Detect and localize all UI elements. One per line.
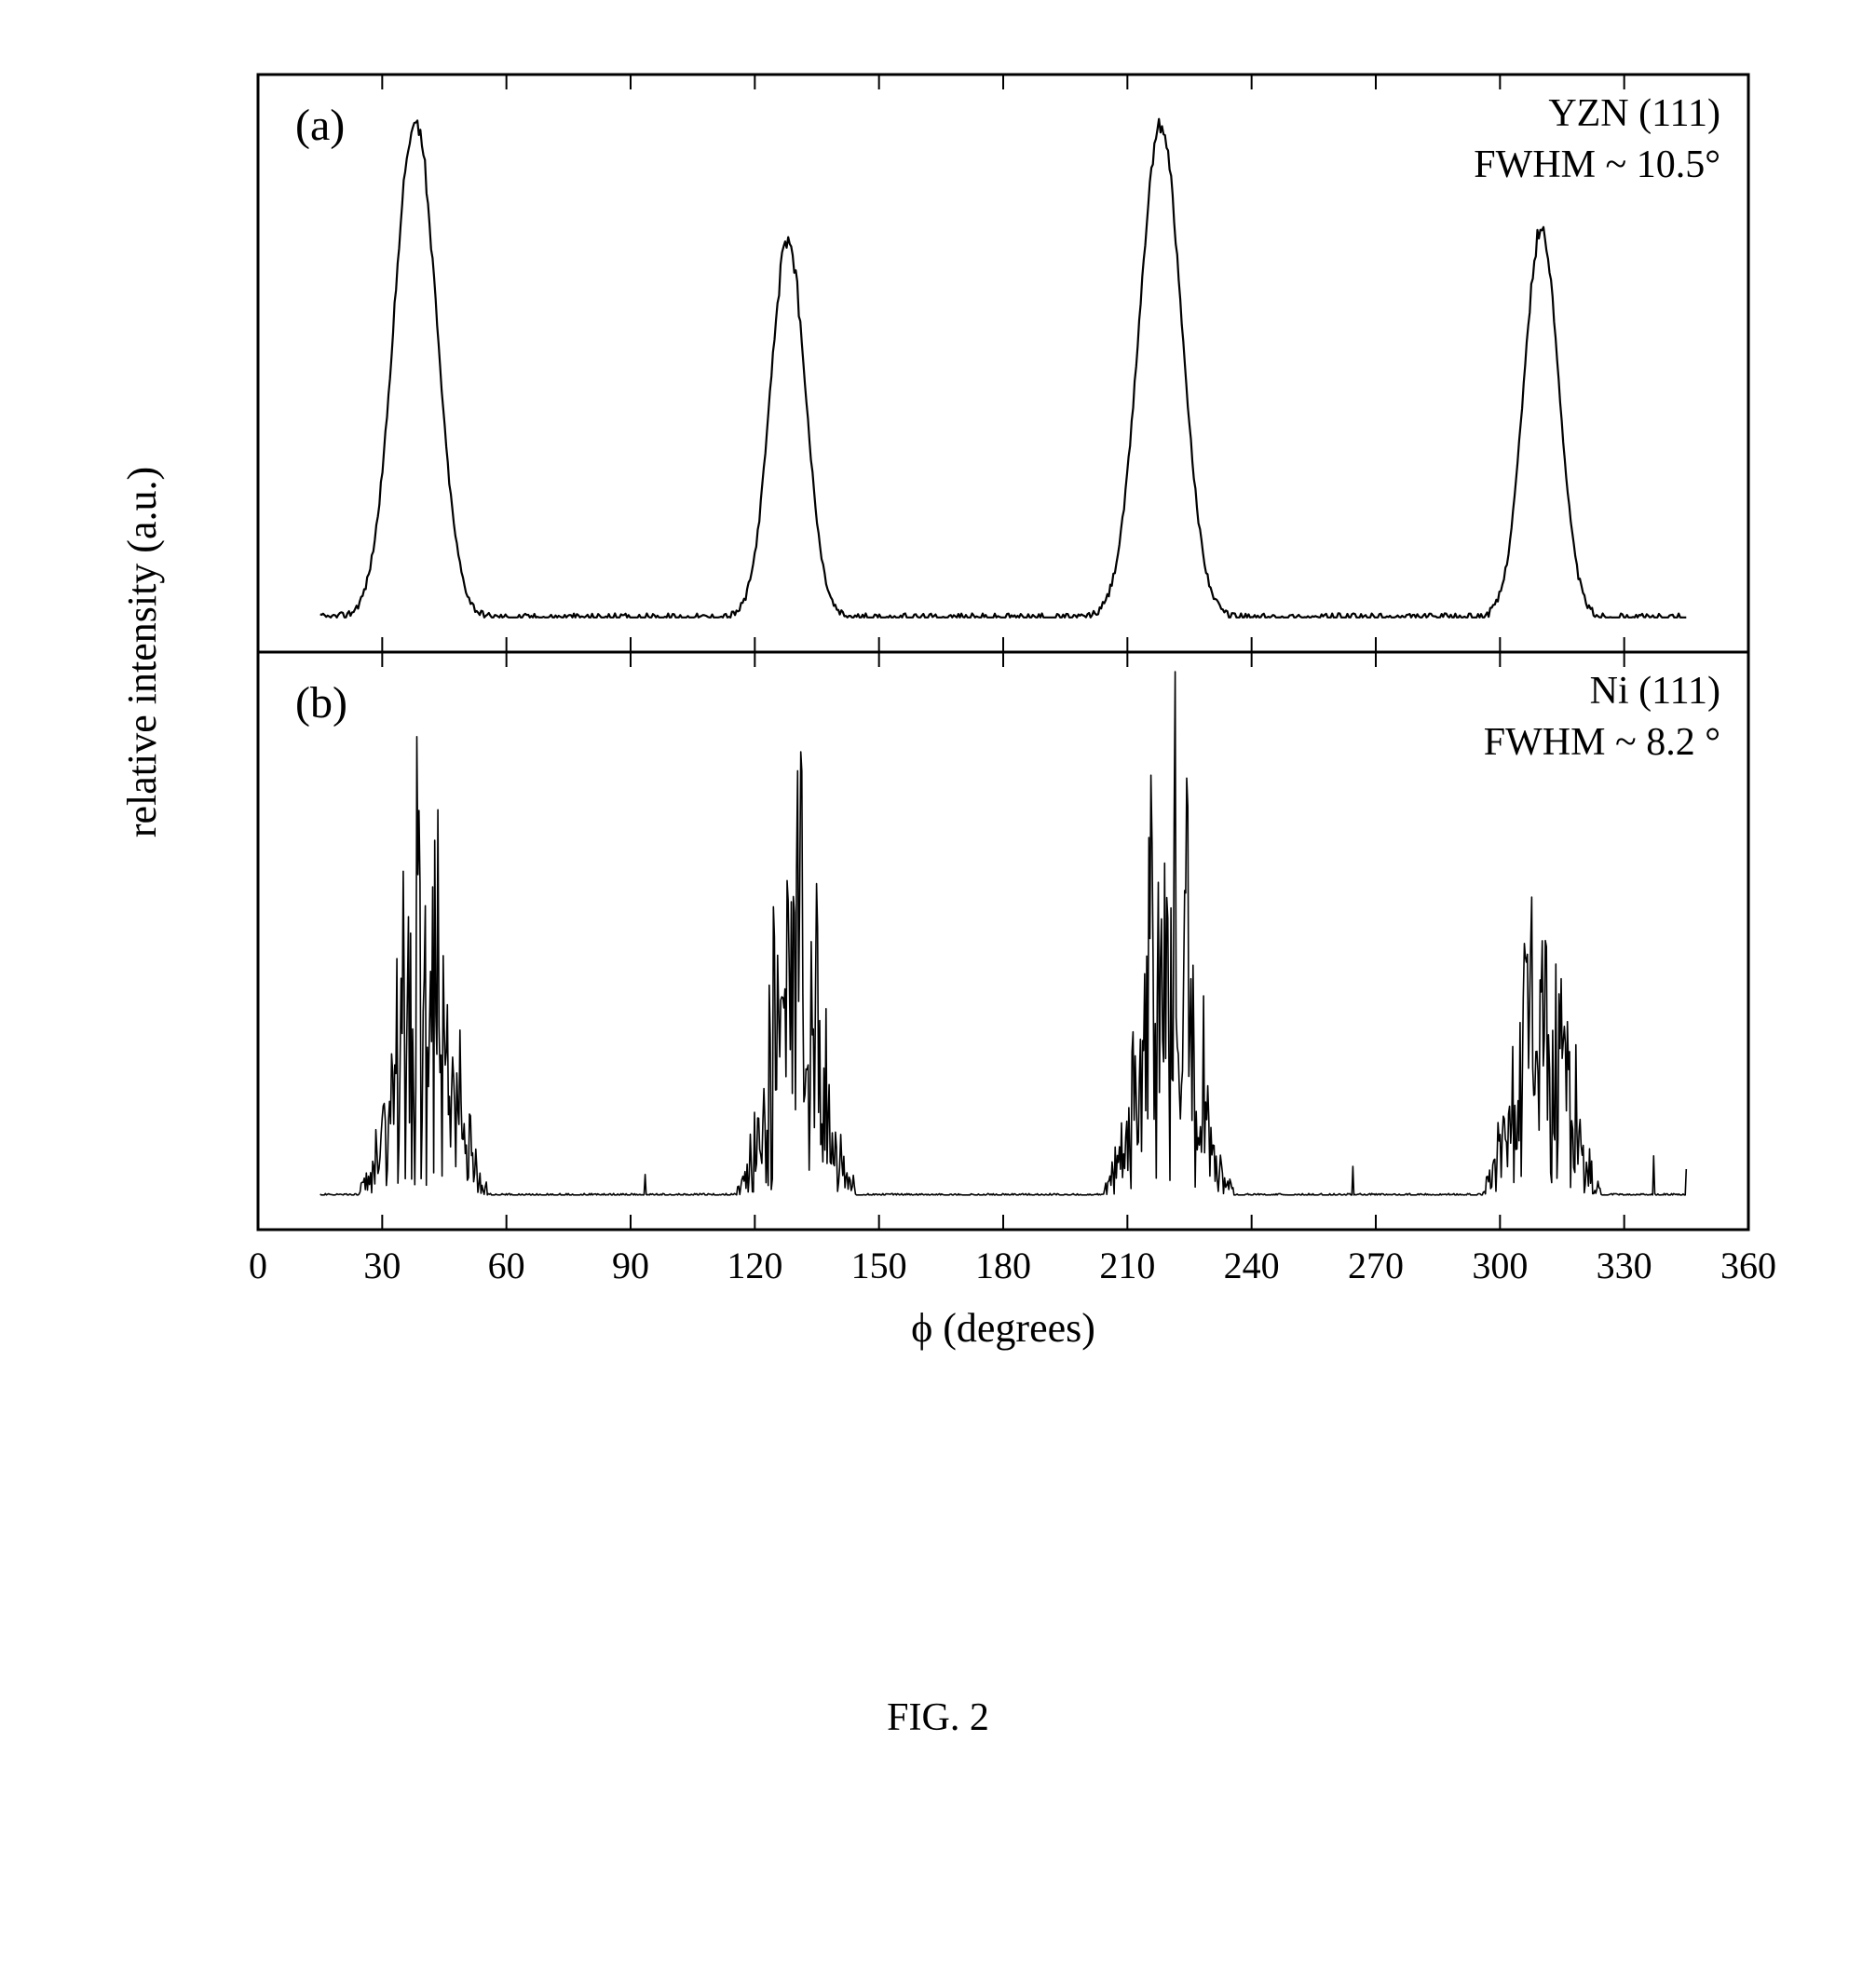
svg-text:90: 90 xyxy=(612,1245,649,1286)
figure-container: 0 30 60 90 120 150 180 210 240 270 300 330 360 ϕ (deg… xyxy=(53,37,1823,1740)
svg-text:(a): (a) xyxy=(295,101,345,150)
svg-text:FWHM ~ 10.5°: FWHM ~ 10.5° xyxy=(1474,143,1720,186)
svg-text:relative intensity (a.u.): relative intensity (a.u.) xyxy=(119,467,165,837)
svg-text:Ni (111): Ni (111) xyxy=(1590,670,1720,713)
svg-text:240: 240 xyxy=(1224,1245,1280,1286)
svg-text:ϕ (degrees): ϕ (degrees) xyxy=(911,1305,1095,1351)
svg-text:30: 30 xyxy=(363,1245,401,1286)
xrd-phi-scan-chart: 0 30 60 90 120 150 180 210 240 270 300 330 360 ϕ (deg… xyxy=(53,37,1823,1435)
svg-text:(b): (b) xyxy=(295,678,347,728)
svg-text:120: 120 xyxy=(727,1245,782,1286)
svg-text:210: 210 xyxy=(1099,1245,1155,1286)
svg-text:360: 360 xyxy=(1720,1245,1776,1286)
svg-text:270: 270 xyxy=(1348,1245,1404,1286)
svg-text:180: 180 xyxy=(975,1245,1031,1286)
figure-caption: FIG. 2 xyxy=(53,1695,1823,1740)
svg-text:YZN (111): YZN (111) xyxy=(1548,92,1720,135)
svg-text:0: 0 xyxy=(249,1245,267,1286)
svg-text:60: 60 xyxy=(488,1245,525,1286)
svg-text:330: 330 xyxy=(1597,1245,1652,1286)
svg-text:150: 150 xyxy=(851,1245,907,1286)
svg-text:FWHM ~ 8.2 °: FWHM ~ 8.2 ° xyxy=(1484,721,1720,764)
svg-text:300: 300 xyxy=(1472,1245,1528,1286)
